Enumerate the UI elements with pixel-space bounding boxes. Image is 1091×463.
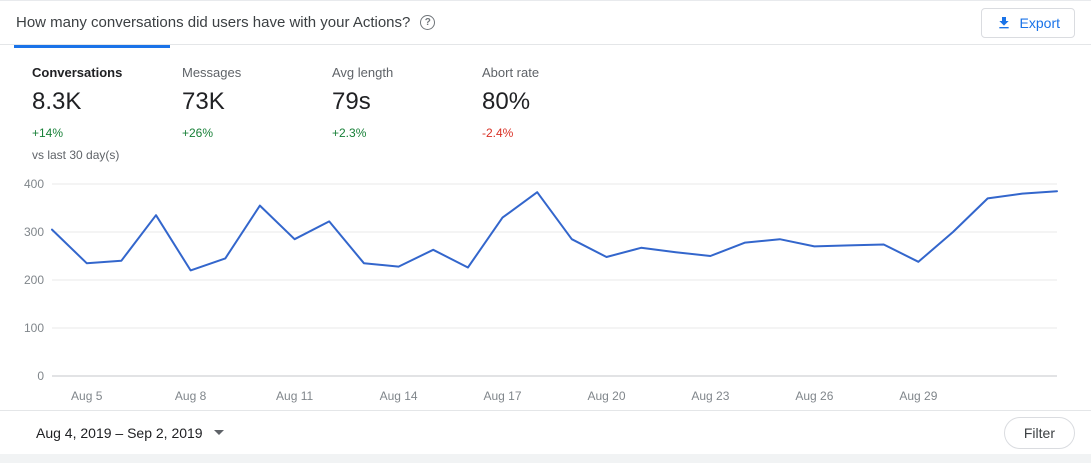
metric-label: Abort rate: [482, 65, 540, 80]
help-icon[interactable]: ?: [420, 15, 436, 30]
metric-delta: -2.4%: [482, 126, 514, 140]
metric-tabs: Conversations 8.3K +14% vs last 30 day(s…: [0, 45, 1091, 162]
metric-label: Messages: [182, 65, 242, 80]
page-header: How many conversations did users have wi…: [0, 1, 1091, 45]
y-axis-label: 400: [24, 177, 44, 191]
date-range-label: Aug 4, 2019 – Sep 2, 2019: [36, 424, 203, 441]
x-axis-label: Aug 26: [795, 389, 833, 403]
comparison-note: vs last 30 day(s): [32, 148, 120, 162]
analytics-card: Conversations 8.3K +14% vs last 30 day(s…: [0, 45, 1091, 410]
date-range-selector[interactable]: Aug 4, 2019 – Sep 2, 2019: [36, 425, 224, 441]
metric-value: 73K: [182, 88, 225, 115]
tab-messages[interactable]: Messages 73K +26%: [182, 65, 332, 162]
x-axis-label: Aug 5: [71, 389, 103, 403]
y-axis-label: 0: [37, 369, 44, 383]
y-axis-label: 100: [24, 321, 44, 335]
page-title: How many conversations did users have wi…: [16, 14, 411, 31]
metric-delta: +14%: [32, 126, 64, 140]
y-axis-label: 300: [24, 225, 44, 239]
x-axis-label: Aug 23: [691, 389, 729, 403]
metric-value: 79s: [332, 88, 371, 115]
export-button-label: Export: [1019, 14, 1060, 31]
metric-delta: +26%: [182, 126, 214, 140]
tab-conversations[interactable]: Conversations 8.3K +14% vs last 30 day(s…: [32, 65, 182, 162]
metric-value: 80%: [482, 88, 531, 115]
line-chart: 0 100 200 300 400 Aug 5 Aug 8 Aug 11 Aug 14 Aug 1…: [0, 162, 1091, 410]
chart-svg: 0 100 200 300 400 Aug 5 Aug 8 Aug 11 Aug 14 Aug 1…: [24, 177, 1058, 403]
chart-footer: Aug 4, 2019 – Sep 2, 2019 Filter: [0, 410, 1091, 454]
tab-abort-rate[interactable]: Abort rate 80% -2.4%: [482, 65, 632, 162]
selected-tab-indicator: [14, 45, 170, 48]
metric-value: 8.3K: [32, 88, 82, 115]
x-axis-label: Aug 11: [276, 389, 313, 403]
metric-label: Conversations: [32, 65, 123, 80]
x-axis-label: Aug 14: [380, 389, 418, 403]
metric-label: Avg length: [332, 65, 394, 80]
x-axis-label: Aug 29: [899, 389, 937, 403]
x-axis-label: Aug 17: [483, 389, 521, 403]
filter-button[interactable]: Filter: [1003, 416, 1075, 449]
x-axis-label: Aug 8: [175, 389, 207, 403]
chart-line: [51, 190, 1058, 272]
tab-avg-length[interactable]: Avg length 79s +2.3%: [332, 65, 482, 162]
metric-delta: +2.3%: [332, 126, 367, 140]
x-axis-label: Aug 20: [587, 389, 625, 403]
download-icon: [996, 15, 1012, 31]
caret-down-icon: [213, 430, 224, 435]
y-axis-label: 200: [24, 273, 44, 287]
export-button[interactable]: Export: [980, 7, 1075, 38]
